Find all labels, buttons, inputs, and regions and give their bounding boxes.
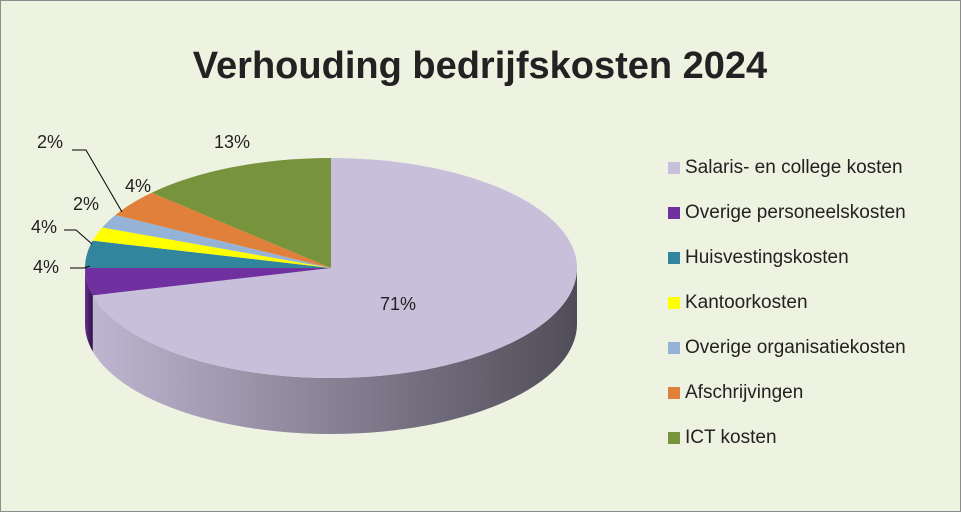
legend-swatch: [668, 207, 680, 219]
legend-label: Kantoorkosten: [685, 292, 808, 313]
slice: [92, 158, 577, 378]
legend-label: Overige personeelskosten: [685, 202, 906, 223]
slice: [115, 192, 331, 268]
legend-swatch: [668, 162, 680, 174]
data-label: 2%: [37, 132, 63, 152]
data-label: 4%: [125, 176, 151, 196]
slice: [102, 215, 331, 268]
legend-label: Huisvestingskosten: [685, 247, 849, 268]
slice-side-shade: [85, 268, 93, 352]
legend-swatch: [668, 342, 680, 354]
data-label: 4%: [33, 257, 59, 277]
leader-lines: [64, 149, 123, 269]
data-label: 71%: [380, 294, 416, 314]
slice: [151, 158, 331, 268]
legend-swatch: [668, 432, 680, 444]
legend-swatch: [668, 387, 680, 399]
legend-swatch: [668, 252, 680, 264]
chart-title: Verhouding bedrijfskosten 2024: [193, 45, 767, 87]
slice-side-shade: [92, 268, 577, 434]
legend-label: Afschrijvingen: [685, 382, 803, 403]
data-label: 4%: [31, 217, 57, 237]
legend-label: ICT kosten: [685, 427, 777, 448]
slice: [92, 227, 331, 268]
data-label: 2%: [73, 194, 99, 214]
legend-label: Salaris- en college kosten: [685, 157, 903, 178]
slice: [85, 240, 331, 268]
legend-swatch: [668, 297, 680, 309]
slice: [85, 268, 331, 296]
legend-label: Overige organisatiekosten: [685, 337, 906, 358]
data-label: 13%: [214, 132, 250, 152]
